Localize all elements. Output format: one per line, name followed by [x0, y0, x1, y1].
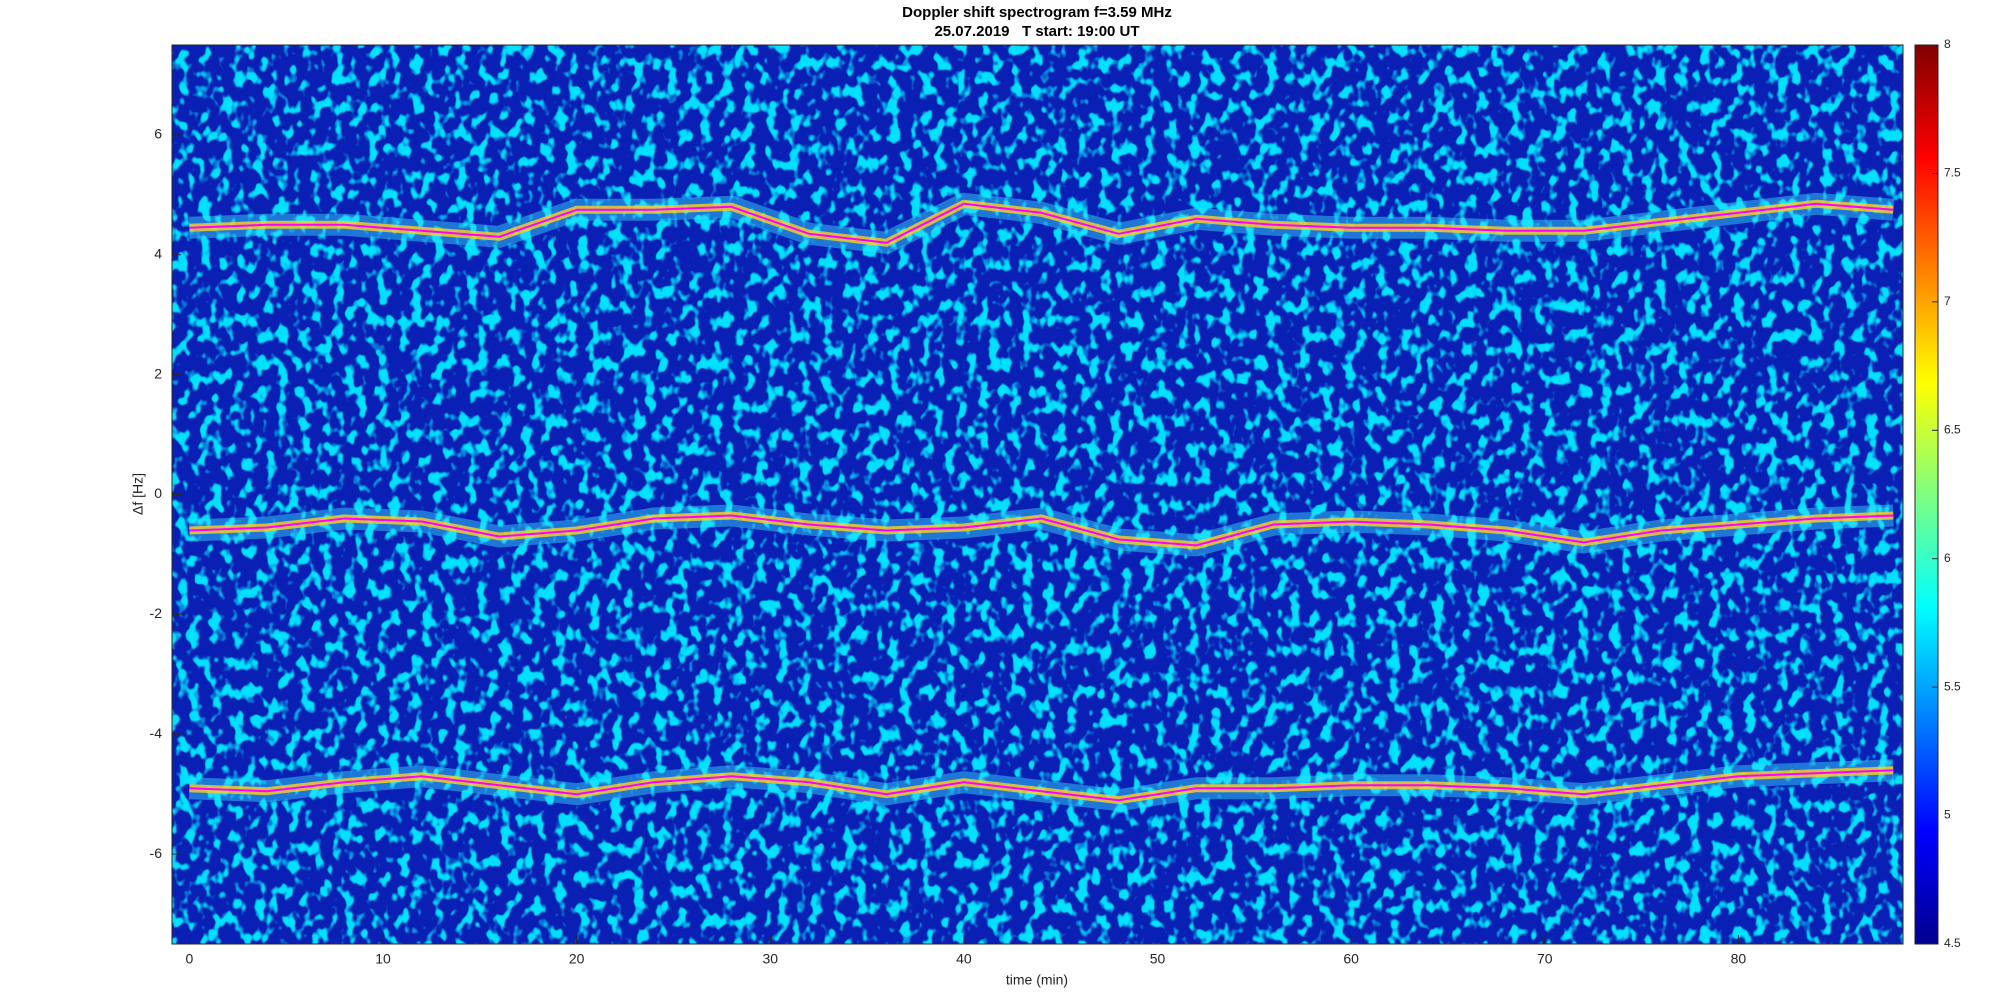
x-axis-label: time (min)	[1006, 972, 1068, 988]
colorbar-tick-label: 4.5	[1944, 936, 1961, 950]
x-tick-label: 40	[956, 951, 972, 967]
colorbar-tick-label: 6	[1944, 551, 1951, 565]
colorbar-tick-label: 5.5	[1944, 679, 1961, 693]
colorbar-tick-label: 5	[1944, 808, 1951, 822]
x-tick-label: 10	[375, 951, 391, 967]
chart-subtitle: 25.07.2019 T start: 19:00 UT	[934, 23, 1139, 40]
x-tick-label: 70	[1537, 951, 1553, 967]
ridge-line	[189, 514, 1894, 547]
colorbar-tick-label: 7	[1944, 294, 1951, 308]
x-tick-label: 60	[1343, 951, 1359, 967]
noise-texture	[172, 45, 1903, 944]
x-tick-label: 30	[763, 951, 779, 967]
chart-title: Doppler shift spectrogram f=3.59 MHz	[902, 4, 1172, 21]
x-tick-label: 80	[1731, 951, 1747, 967]
y-tick-label: -4	[150, 725, 163, 741]
ridge-line	[189, 769, 1894, 802]
y-tick-label: 0	[154, 485, 162, 501]
y-tick-label: -2	[150, 605, 163, 621]
x-tick-label: 50	[1150, 951, 1166, 967]
y-tick-label: 4	[154, 245, 162, 261]
x-tick-label: 0	[186, 951, 194, 967]
colorbar-tick-label: 7.5	[1944, 166, 1961, 180]
y-tick-label: 2	[154, 365, 162, 381]
plot-area	[188, 192, 1895, 812]
x-tick-label: 20	[569, 951, 585, 967]
colorbar-tick-label: 6.5	[1944, 422, 1961, 436]
y-axis-label: Δf [Hz]	[130, 473, 146, 515]
ridge-line	[189, 202, 1894, 244]
y-tick-label: -6	[150, 845, 163, 861]
colorbar-tick-label: 8	[1944, 37, 1951, 51]
y-tick-label: 6	[154, 126, 162, 142]
colorbar	[1914, 44, 1939, 945]
